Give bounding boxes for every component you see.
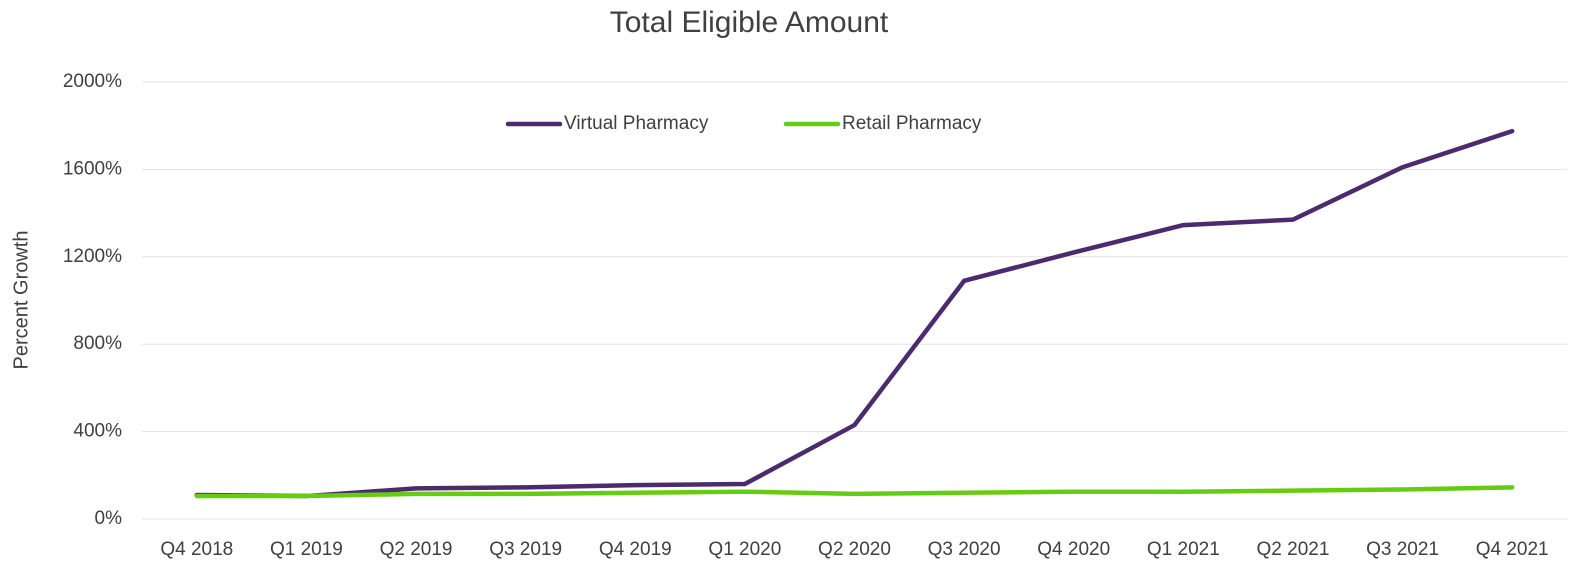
series-line: [194, 485, 1515, 499]
x-tick-label: Q4 2019: [599, 539, 672, 560]
x-tick-label: Q1 2021: [1147, 539, 1220, 560]
legend-label: Virtual Pharmacy: [564, 113, 709, 134]
legend-label: Retail Pharmacy: [842, 113, 982, 134]
x-tick-label: Q3 2019: [489, 539, 562, 560]
x-tick-label: Q1 2019: [270, 539, 343, 560]
y-tick-label: 2000%: [63, 71, 122, 92]
x-tick-label: Q3 2021: [1366, 539, 1439, 560]
y-tick-label: 800%: [73, 333, 122, 354]
y-tick-label: 400%: [73, 421, 122, 442]
series-line: [194, 128, 1515, 499]
x-tick-label: Q2 2019: [380, 539, 453, 560]
chart-title: Total Eligible Amount: [610, 6, 889, 39]
x-tick-label: Q1 2020: [708, 539, 781, 560]
y-tick-label: 1200%: [63, 246, 122, 267]
x-tick-label: Q4 2018: [160, 539, 233, 560]
x-tick-label: Q4 2021: [1476, 539, 1549, 560]
y-tick-label: 0%: [95, 508, 123, 529]
y-axis-label: Percent Growth: [10, 231, 32, 370]
x-tick-label: Q3 2020: [928, 539, 1001, 560]
x-tick-label: Q2 2021: [1257, 539, 1330, 560]
x-tick-label: Q4 2020: [1037, 539, 1110, 560]
x-tick-label: Q2 2020: [818, 539, 891, 560]
y-tick-label: 1600%: [63, 158, 122, 179]
